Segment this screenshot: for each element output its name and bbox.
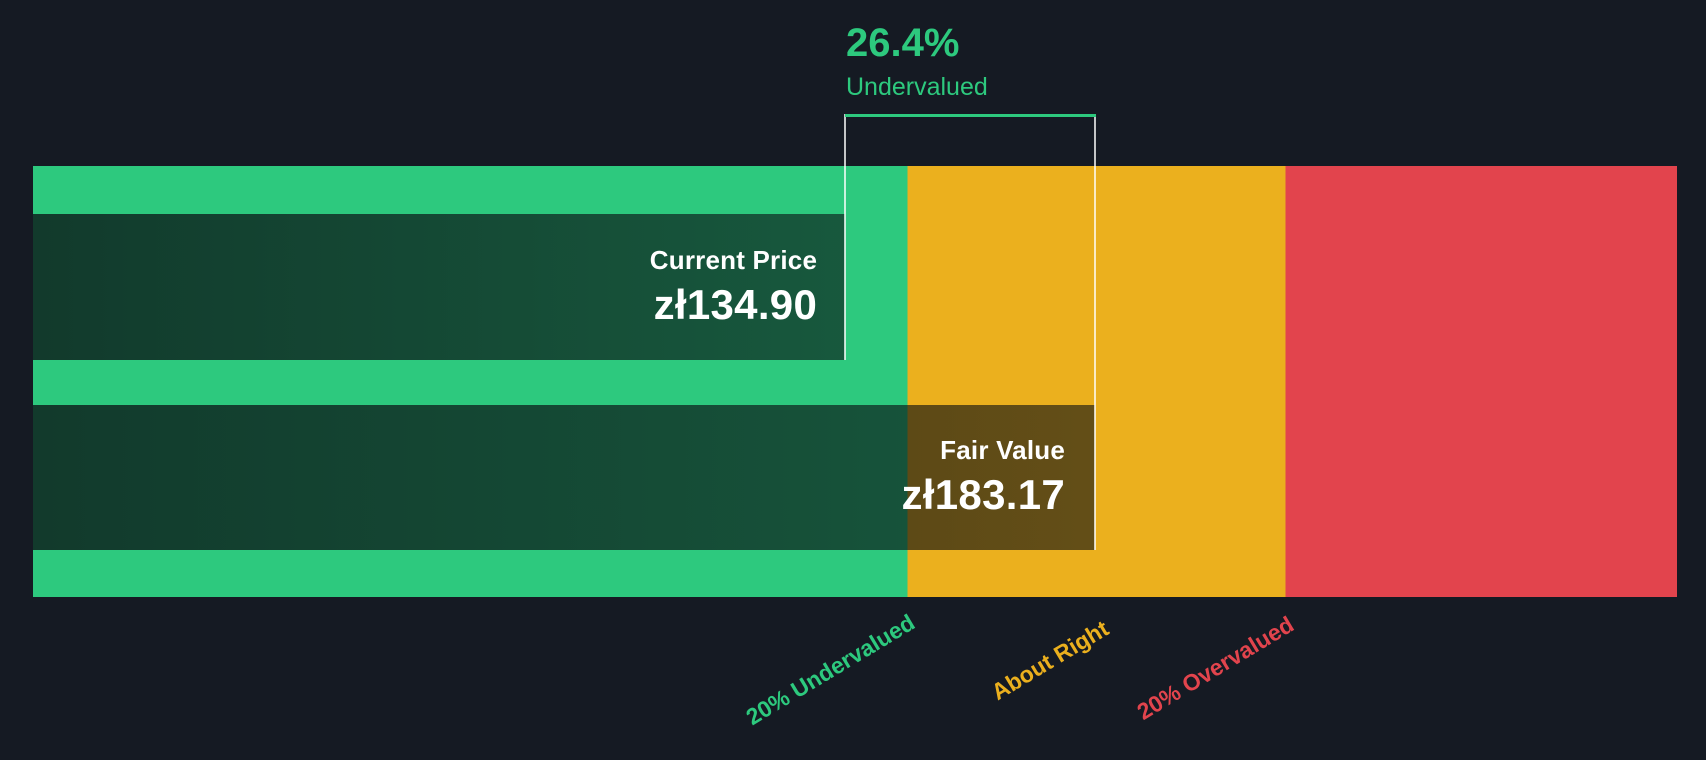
fair-value-bar: Fair Value zł183.17 xyxy=(33,405,1096,550)
discount-annotation: 26.4% Undervalued xyxy=(846,22,988,102)
current-price-label: Current Price xyxy=(649,244,818,275)
discount-label: Undervalued xyxy=(846,73,988,101)
discount-bracket xyxy=(845,114,1096,117)
zone-label-about-right: About Right xyxy=(987,615,1114,706)
current-price-value: zł134.90 xyxy=(653,280,818,328)
zone-label-overvalued: 20% Overvalued xyxy=(1132,611,1299,725)
fair-value-marker-line xyxy=(1094,114,1096,550)
fair-value-label: Fair Value xyxy=(940,435,1066,466)
discount-percent: 26.4% xyxy=(846,21,960,65)
current-price-marker-line xyxy=(844,114,846,360)
valuation-band: Current Price zł134.90 Fair Value zł183.… xyxy=(33,166,1677,597)
zone-label-undervalued: 20% Undervalued xyxy=(741,609,920,731)
current-price-bar: Current Price zł134.90 xyxy=(33,214,846,360)
fair-value-value: zł183.17 xyxy=(901,471,1066,519)
